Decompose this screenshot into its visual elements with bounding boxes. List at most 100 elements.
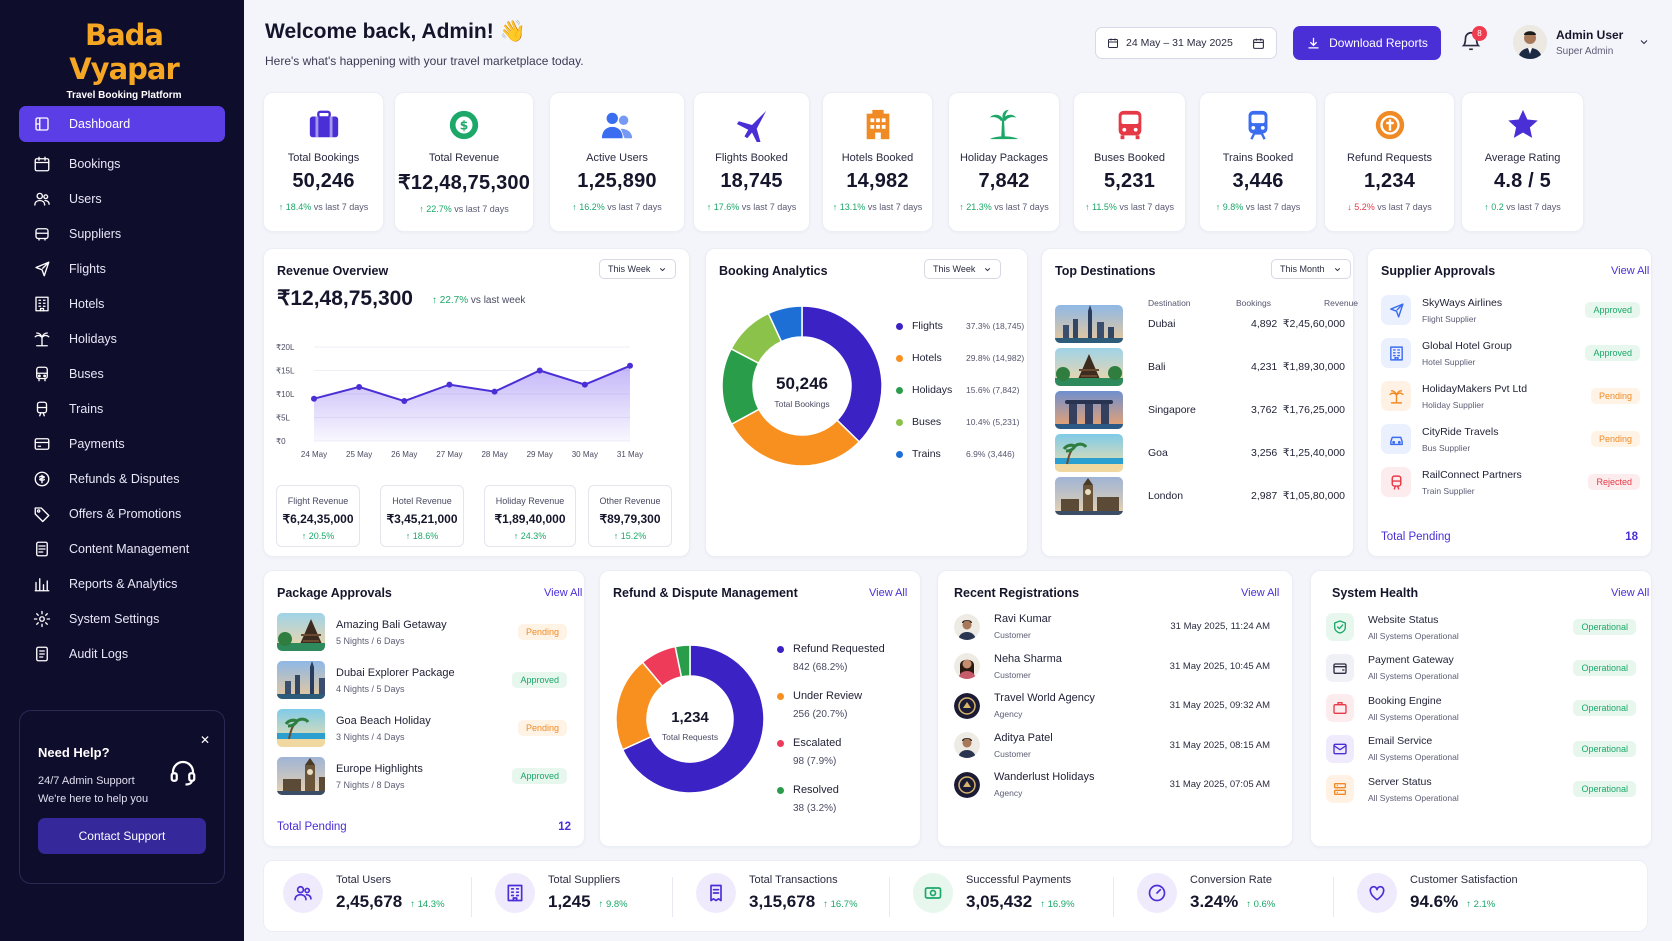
table-row[interactable]: Goa 3,256 ₹1,25,40,000 <box>1055 434 1345 472</box>
sidebar-item-users[interactable]: Users <box>19 181 225 216</box>
sidebar-item-system-settings[interactable]: System Settings <box>19 601 225 636</box>
legend-item-under-review[interactable]: Under Review 256 (20.7%) <box>777 690 862 720</box>
sidebar-item-content-management[interactable]: Content Management <box>19 531 225 566</box>
table-row[interactable]: Singapore 3,762 ₹1,76,25,000 <box>1055 391 1345 429</box>
destinations-period-select[interactable]: This Month <box>1271 259 1351 279</box>
list-item[interactable]: CityRide Travels Bus Supplier Pending <box>1381 424 1640 454</box>
stat-icon-wrap <box>1505 107 1541 143</box>
data-point[interactable] <box>311 395 317 402</box>
list-item[interactable]: RailConnect Partners Train Supplier Reject… <box>1381 467 1640 497</box>
sidebar-item-payments[interactable]: Payments <box>19 426 225 461</box>
kpi-successful-payments[interactable]: Successful Payments 3,05,432 ↑ 16.9% <box>913 873 1075 913</box>
donut-slice[interactable] <box>730 408 861 467</box>
list-item[interactable]: Neha Sharma Customer 31 May 2025, 10:45 AM <box>954 653 1270 680</box>
legend-item-hotels[interactable]: Hotels 29.8% (14,982) <box>896 352 1024 364</box>
stat-card-hotels-booked[interactable]: Hotels Booked 14,982 ↑ 13.1% vs last 7 d… <box>822 92 933 232</box>
data-point[interactable] <box>581 381 588 388</box>
stat-card-total-bookings[interactable]: Total Bookings 50,246 ↑ 18.4% vs last 7 … <box>263 92 384 232</box>
data-point[interactable] <box>401 398 408 405</box>
stat-card-holiday-packages[interactable]: Holiday Packages 7,842 ↑ 21.3% vs last 7… <box>948 92 1060 232</box>
refund-view-all-link[interactable]: View All <box>869 587 908 599</box>
legend-item-refund-requested[interactable]: Refund Requested 842 (68.2%) <box>777 643 885 673</box>
stat-card-active-users[interactable]: Active Users 1,25,890 ↑ 16.2% vs last 7 … <box>549 92 685 232</box>
list-item[interactable]: Email Service All Systems Operational Oper… <box>1326 734 1636 763</box>
stat-card-buses-booked[interactable]: Buses Booked 5,231 ↑ 11.5% vs last 7 day… <box>1073 92 1186 232</box>
kpi-customer-satisfaction[interactable]: Customer Satisfaction 94.6% ↑ 2.1% <box>1357 873 1518 913</box>
building-icon <box>507 884 523 902</box>
legend-item-resolved[interactable]: Resolved 38 (3.2%) <box>777 784 839 814</box>
sidebar-item-holidays[interactable]: Holidays <box>19 321 225 356</box>
data-point[interactable] <box>627 362 633 369</box>
data-point[interactable] <box>356 383 363 390</box>
package-view-all-link[interactable]: View All <box>544 587 583 599</box>
data-point[interactable] <box>536 367 543 374</box>
list-item[interactable]: Dubai Explorer Package 4 Nights / 5 Days A… <box>277 661 567 699</box>
user-menu[interactable]: Admin User Super Admin <box>1513 25 1650 59</box>
sidebar-item-refunds-disputes[interactable]: Refunds & Disputes <box>19 461 225 496</box>
revenue-period-select[interactable]: This Week <box>599 259 677 279</box>
table-row[interactable]: Bali 4,231 ₹1,89,30,000 <box>1055 348 1345 386</box>
sidebar-item-suppliers[interactable]: Suppliers <box>19 216 225 251</box>
date-range-picker[interactable]: 24 May – 31 May 2025 <box>1095 27 1277 59</box>
sidebar-item-bookings[interactable]: Bookings <box>19 146 225 181</box>
donut-slice[interactable] <box>674 644 691 678</box>
list-item[interactable]: Payment Gateway All Systems Operational Op… <box>1326 653 1636 682</box>
x-tick-label: 28 May <box>481 450 507 459</box>
brand-logo[interactable]: Bada Vyapar Travel Booking Platform <box>34 18 214 101</box>
stat-card-average-rating[interactable]: Average Rating 4.8 / 5 ↑ 0.2 vs last 7 d… <box>1461 92 1584 232</box>
contact-support-button[interactable]: Contact Support <box>38 818 206 854</box>
sidebar-item-reports-analytics[interactable]: Reports & Analytics <box>19 566 225 601</box>
list-item[interactable]: Amazing Bali Getaway 5 Nights / 6 Days Pen… <box>277 613 567 651</box>
stat-card-trains-booked[interactable]: Trains Booked 3,446 ↑ 9.8% vs last 7 day… <box>1199 92 1317 232</box>
registrations-view-all-link[interactable]: View All <box>1241 587 1280 599</box>
package-duration: 3 Nights / 4 Days <box>336 731 405 742</box>
data-point[interactable] <box>446 381 453 388</box>
legend-item-holidays[interactable]: Holidays 15.6% (7,842) <box>896 384 1019 396</box>
kpi-total-suppliers[interactable]: Total Suppliers 1,245 ↑ 9.8% <box>495 873 628 913</box>
data-point[interactable] <box>491 388 498 395</box>
kpi-label: Conversion Rate <box>1190 874 1272 886</box>
list-item[interactable]: Goa Beach Holiday 3 Nights / 4 Days Pendin… <box>277 709 567 747</box>
donut-slice[interactable] <box>621 644 765 794</box>
list-item[interactable]: Aditya Patel Customer 31 May 2025, 08:15 A… <box>954 732 1270 759</box>
table-row[interactable]: Dubai 4,892 ₹2,45,60,000 <box>1055 305 1345 343</box>
kpi-total-transactions[interactable]: Total Transactions 3,15,678 ↑ 16.7% <box>696 873 858 913</box>
list-item[interactable]: Global Hotel Group Hotel Supplier Approved <box>1381 338 1640 368</box>
sidebar-item-offers-promotions[interactable]: Offers & Promotions <box>19 496 225 531</box>
kpi-total-users[interactable]: Total Users 2,45,678 ↑ 14.3% <box>283 873 445 913</box>
building-icon <box>35 296 49 311</box>
user-name: Admin User <box>1556 27 1624 42</box>
supplier-view-all-link[interactable]: View All <box>1611 265 1650 277</box>
sidebar-item-dashboard[interactable]: Dashboard <box>19 106 225 142</box>
stat-card-flights-booked[interactable]: Flights Booked 18,745 ↑ 17.6% vs last 7 … <box>693 92 810 232</box>
list-item[interactable]: Booking Engine All Systems Operational Ope… <box>1326 694 1636 722</box>
stat-card-refund-requests[interactable]: Refund Requests 1,234 ↓ 5.2% vs last 7 d… <box>1324 92 1455 232</box>
donut-slice[interactable] <box>767 305 803 343</box>
legend-item-flights[interactable]: Flights 37.3% (18,745) <box>896 320 1024 332</box>
table-row[interactable]: London 2,987 ₹1,05,80,000 <box>1055 477 1345 515</box>
booking-period-select[interactable]: This Week <box>924 259 1002 279</box>
list-item[interactable]: HolidayMakers Pvt Ltd Holiday Supplier Pen… <box>1381 381 1640 411</box>
list-item[interactable]: SkyWays Airlines Flight Supplier Approved <box>1381 295 1640 325</box>
list-item[interactable]: Travel World Agency Agency 31 May 2025, 09… <box>954 692 1270 719</box>
legend-item-escalated[interactable]: Escalated 98 (7.9%) <box>777 737 841 767</box>
list-item[interactable]: Server Status All Systems Operational Oper… <box>1326 775 1636 803</box>
donut-slice[interactable] <box>801 305 883 443</box>
stat-card-total-revenue[interactable]: $ Total Revenue ₹12,48,75,300 ↑ 22.7% vs… <box>394 92 534 232</box>
list-item[interactable]: Europe Highlights 7 Nights / 8 Days Approv… <box>277 757 567 795</box>
sidebar-item-trains[interactable]: Trains <box>19 391 225 426</box>
bell-icon[interactable] <box>1460 30 1482 52</box>
sidebar-item-flights[interactable]: Flights <box>19 251 225 286</box>
list-item[interactable]: Website Status All Systems Operational Ope… <box>1326 613 1636 641</box>
legend-item-buses[interactable]: Buses 10.4% (5,231) <box>896 416 1019 428</box>
list-item[interactable]: Ravi Kumar Customer 31 May 2025, 11:24 AM <box>954 613 1270 640</box>
sidebar-item-buses[interactable]: Buses <box>19 356 225 391</box>
sidebar-item-audit-logs[interactable]: Audit Logs <box>19 636 225 671</box>
close-icon[interactable]: ✕ <box>199 733 210 747</box>
legend-item-trains[interactable]: Trains 6.9% (3,446) <box>896 448 1015 460</box>
list-item[interactable]: Wanderlust Holidays Agency 31 May 2025, 07… <box>954 771 1270 798</box>
health-view-all-link[interactable]: View All <box>1611 587 1650 599</box>
download-reports-button[interactable]: Download Reports <box>1293 26 1441 60</box>
kpi-conversion-rate[interactable]: Conversion Rate 3.24% ↑ 0.6% <box>1137 873 1275 913</box>
sidebar-item-hotels[interactable]: Hotels <box>19 286 225 321</box>
